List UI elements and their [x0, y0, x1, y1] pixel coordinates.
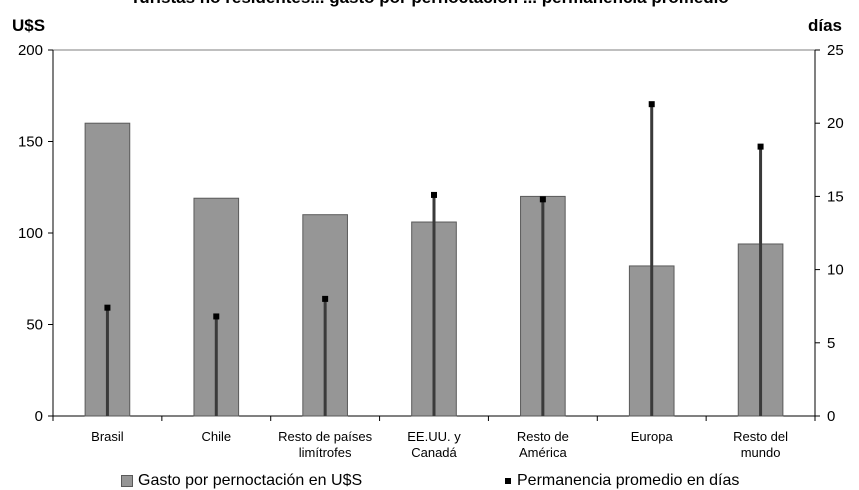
- left-axis-tick-label: 150: [18, 134, 43, 151]
- right-axis-tick-label: 0: [827, 408, 835, 425]
- left-axis-tick-label: 0: [35, 408, 43, 425]
- right-axis-tick-label: 10: [827, 262, 844, 279]
- x-axis-category-label: Chile: [201, 429, 231, 444]
- marker-permanencia: [757, 143, 764, 150]
- x-axis-category-label: Resto del: [733, 429, 788, 444]
- x-axis-category-label: limítrofes: [299, 445, 352, 460]
- x-axis-category-label: América: [519, 445, 567, 460]
- x-axis-category-label: Resto de: [517, 429, 569, 444]
- legend-label-bars: Gasto por pernoctación en U$S: [138, 472, 363, 489]
- marker-permanencia: [648, 101, 655, 108]
- left-axis-tick-label: 50: [26, 317, 43, 334]
- marker-permanencia: [104, 304, 111, 311]
- left-axis-unit: U$S: [12, 16, 46, 35]
- right-axis-tick-label: 20: [827, 115, 844, 132]
- right-axis-tick-label: 15: [827, 188, 844, 205]
- x-axis-category-label: Europa: [631, 429, 674, 444]
- right-axis-unit: días: [808, 16, 843, 35]
- chart-title: Turistas no residentes... gasto por pern…: [0, 0, 859, 8]
- right-axis-tick-label: 5: [827, 335, 835, 352]
- x-axis-category-label: Brasil: [91, 429, 124, 444]
- left-axis-tick-label: 200: [18, 42, 43, 59]
- right-axis-tick-label: 25: [827, 42, 844, 59]
- marker-permanencia: [539, 196, 546, 203]
- marker-permanencia: [213, 313, 220, 320]
- legend-label-markers: Permanencia promedio en días: [517, 472, 740, 489]
- legend-item-bars: Gasto por pernoctación en U$S: [121, 472, 362, 490]
- left-axis-tick-label: 100: [18, 225, 43, 242]
- legend-bar-swatch: [121, 475, 133, 487]
- x-axis-category-label: mundo: [741, 445, 781, 460]
- marker-permanencia: [322, 295, 329, 302]
- legend-marker-swatch: [505, 478, 511, 484]
- x-axis-category-label: Resto de países: [278, 429, 372, 444]
- marker-permanencia: [431, 191, 437, 198]
- legend-item-markers: Permanencia promedio en días: [505, 472, 739, 490]
- x-axis-category-label: EE.UU. y: [407, 429, 461, 444]
- x-axis-category-label: Canadá: [411, 445, 457, 460]
